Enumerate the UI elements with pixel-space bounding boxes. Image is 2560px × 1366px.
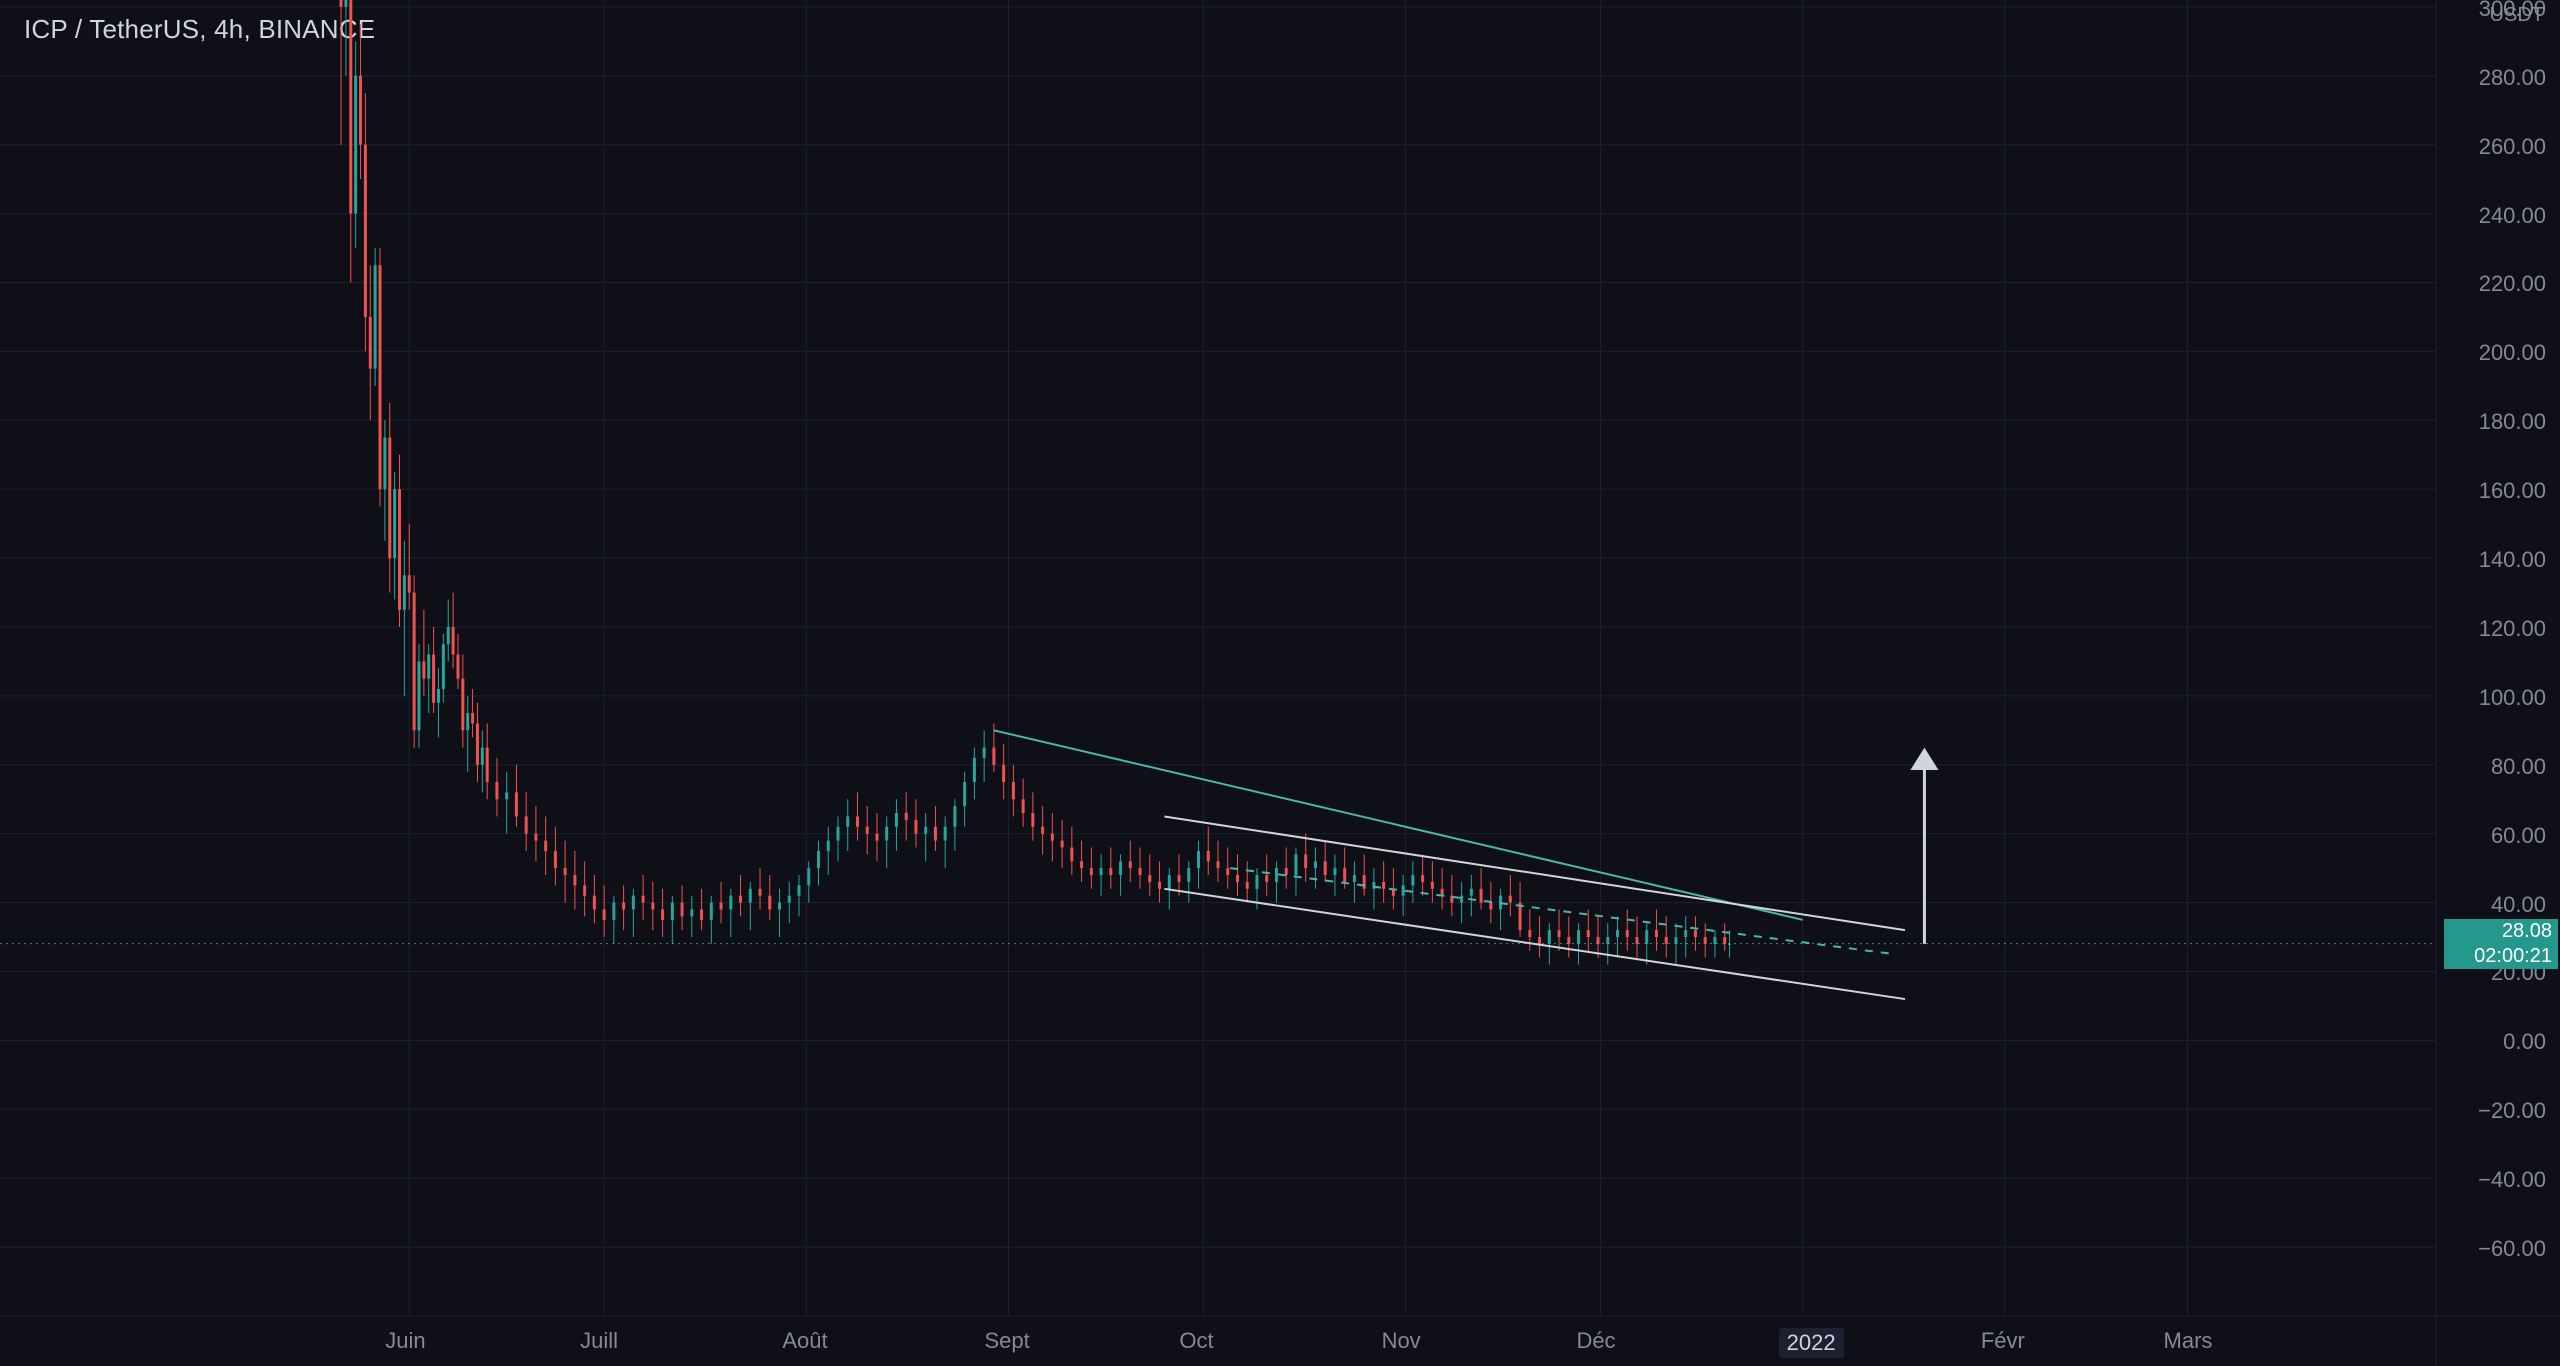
yaxis-tick-label: 240.00 <box>2479 203 2546 229</box>
xaxis-tick-label: Oct <box>1179 1328 1213 1354</box>
current-price-label: 28.08 02:00:21 <box>2444 919 2558 969</box>
yaxis-tick-label: 180.00 <box>2479 409 2546 435</box>
xaxis-tick-label: Juin <box>385 1328 425 1354</box>
projection-arrow[interactable] <box>1910 748 1938 944</box>
yaxis-tick-label: −40.00 <box>2478 1167 2546 1193</box>
current-price-value: 28.08 <box>2502 919 2552 944</box>
yaxis-tick-label: −60.00 <box>2478 1236 2546 1262</box>
yaxis-tick-label: 200.00 <box>2479 340 2546 366</box>
xaxis-tick-label: Juill <box>580 1328 618 1354</box>
xaxis-tick-label: Août <box>782 1328 827 1354</box>
current-price-countdown: 02:00:21 <box>2474 944 2552 969</box>
xaxis-tick-label: Févr <box>1981 1328 2025 1354</box>
yaxis-tick-label: 0.00 <box>2503 1029 2546 1055</box>
price-chart[interactable] <box>0 0 2560 1366</box>
xaxis-tick-label: 2022 <box>1779 1328 1844 1358</box>
chart-container: ICP / TetherUS, 4h, BINANCE USDT−60.00−4… <box>0 0 2560 1366</box>
yaxis-tick-label: 280.00 <box>2479 65 2546 91</box>
xaxis-tick-label: Mars <box>2164 1328 2213 1354</box>
yaxis-tick-label: 80.00 <box>2491 754 2546 780</box>
yaxis-tick-label: 220.00 <box>2479 271 2546 297</box>
yaxis-tick-label: 60.00 <box>2491 823 2546 849</box>
yaxis-tick-label: 40.00 <box>2491 892 2546 918</box>
yaxis-tick-label: 160.00 <box>2479 478 2546 504</box>
trendline[interactable] <box>994 730 1803 919</box>
yaxis-tick-label: 260.00 <box>2479 134 2546 160</box>
xaxis-tick-label: Nov <box>1382 1328 1421 1354</box>
trendline[interactable] <box>1164 889 1905 999</box>
arrow-head-icon <box>1910 748 1938 770</box>
yaxis-tick-label: −20.00 <box>2478 1098 2546 1124</box>
yaxis-tick-label: 100.00 <box>2479 685 2546 711</box>
yaxis-tick-label: 140.00 <box>2479 547 2546 573</box>
xaxis-tick-label: Sept <box>985 1328 1030 1354</box>
xaxis-tick-label: Déc <box>1576 1328 1615 1354</box>
yaxis-tick-label: 120.00 <box>2479 616 2546 642</box>
trendline[interactable] <box>1230 868 1895 954</box>
yaxis-tick-label: 300.00 <box>2479 0 2546 22</box>
